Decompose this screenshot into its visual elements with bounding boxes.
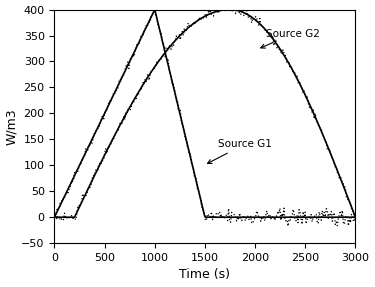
- X-axis label: Time (s): Time (s): [179, 268, 230, 282]
- Text: Source G2: Source G2: [261, 28, 320, 48]
- Y-axis label: W/m3: W/m3: [6, 108, 18, 145]
- Text: Source G1: Source G1: [207, 139, 272, 164]
